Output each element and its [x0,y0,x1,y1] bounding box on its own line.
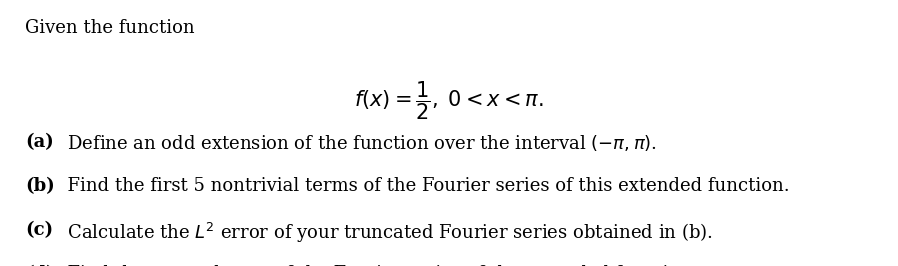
Text: (c): (c) [25,221,53,239]
Text: Find the first 5 nontrivial terms of the Fourier series of this extended functio: Find the first 5 nontrivial terms of the… [56,177,789,195]
Text: (d): (d) [25,265,55,266]
Text: Calculate the $L^2$ error of your truncated Fourier series obtained in (b).: Calculate the $L^2$ error of your trunca… [56,221,712,245]
Text: Define an odd extension of the function over the interval $(-\pi, \pi)$.: Define an odd extension of the function … [56,133,656,153]
Text: (b): (b) [25,177,55,195]
Text: (a): (a) [25,133,54,151]
Text: Given the function: Given the function [25,19,195,37]
Text: Find the general term of the Fourier series of the extended function.: Find the general term of the Fourier ser… [56,265,697,266]
Text: $f(x) = \dfrac{1}{2},\; 0 < x < \pi.$: $f(x) = \dfrac{1}{2},\; 0 < x < \pi.$ [354,80,544,122]
